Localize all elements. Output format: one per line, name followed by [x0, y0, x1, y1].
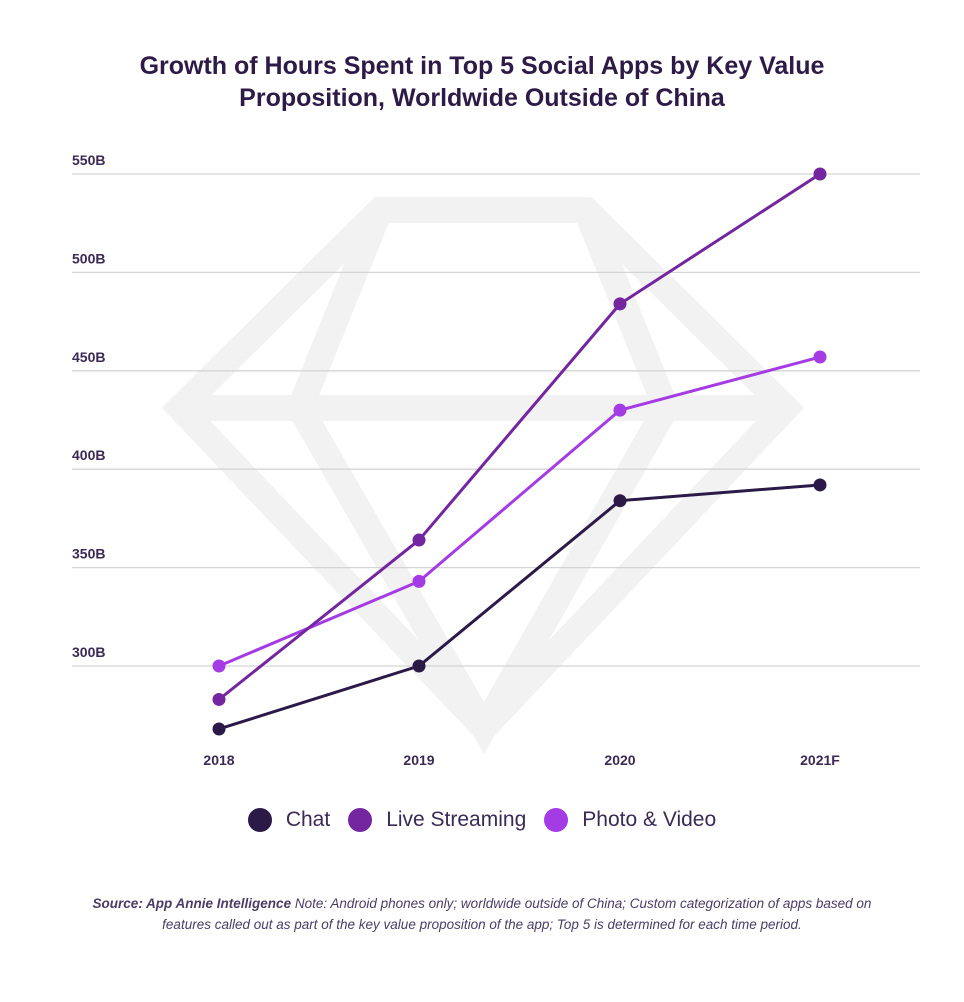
series-lines: [218, 172, 821, 731]
y-axis-tick-labels: 300B 350B 400B 450B 500B 550B: [72, 152, 105, 660]
data-point-chat: [212, 722, 226, 736]
data-point-live-streaming: [212, 692, 226, 706]
footnote-note: Note: Android phones only; worldwide out…: [162, 896, 872, 932]
legend-item-live-streaming: Live Streaming: [348, 808, 526, 832]
y-tick-label: 500B: [72, 250, 105, 266]
legend: Chat Live Streaming Photo & Video: [0, 808, 964, 832]
series-line-photo-video: [218, 355, 821, 668]
legend-label-live-streaming: Live Streaming: [386, 808, 527, 831]
legend-swatch-photo-video: [544, 808, 569, 832]
series-line-chat: [218, 483, 821, 731]
x-tick-label: 2019: [403, 752, 434, 768]
x-tick-label: 2018: [203, 752, 234, 768]
legend-swatch-live-streaming: [348, 808, 373, 832]
legend-label-chat: Chat: [285, 808, 331, 831]
line-chart: 300B 350B 400B 450B 500B 550B 2018 2019 2020 202…: [72, 152, 920, 768]
data-point-live-streaming: [412, 533, 426, 547]
legend-item-photo-video: Photo & Video: [544, 808, 716, 832]
y-tick-label: 450B: [72, 349, 105, 365]
series-line-live-streaming: [218, 172, 821, 701]
x-tick-label: 2021F: [800, 752, 840, 768]
legend-swatch-chat: [247, 808, 272, 832]
gridlines: [72, 173, 920, 667]
y-tick-label: 350B: [72, 546, 105, 562]
x-tick-label: 2020: [604, 752, 635, 768]
data-point-photo-video: [813, 350, 827, 364]
data-point-photo-video: [412, 574, 426, 588]
data-point-live-streaming: [613, 297, 627, 311]
footnote-source: Source: App Annie Intelligence: [92, 896, 292, 911]
series-points: [212, 167, 827, 736]
data-point-photo-video: [613, 403, 627, 417]
legend-label-photo-video: Photo & Video: [582, 808, 717, 831]
chart-title: Growth of Hours Spent in Top 5 Social Ap…: [0, 50, 964, 114]
chart-title-line-1: Growth of Hours Spent in Top 5 Social Ap…: [139, 52, 825, 80]
y-tick-label: 300B: [72, 644, 105, 660]
data-point-chat: [412, 659, 426, 673]
data-point-photo-video: [212, 659, 226, 673]
x-axis-tick-labels: 2018 2019 2020 2021F: [203, 752, 840, 768]
y-tick-label: 550B: [72, 152, 105, 168]
data-point-chat: [613, 494, 627, 508]
y-tick-label: 400B: [72, 447, 105, 463]
source-footnote: Source: App Annie Intelligence Note: And…: [90, 893, 874, 935]
data-point-chat: [813, 478, 827, 492]
data-point-live-streaming: [813, 167, 827, 181]
chart-title-line-2: Proposition, Worldwide Outside of China: [239, 84, 725, 112]
legend-item-chat: Chat: [247, 808, 331, 832]
